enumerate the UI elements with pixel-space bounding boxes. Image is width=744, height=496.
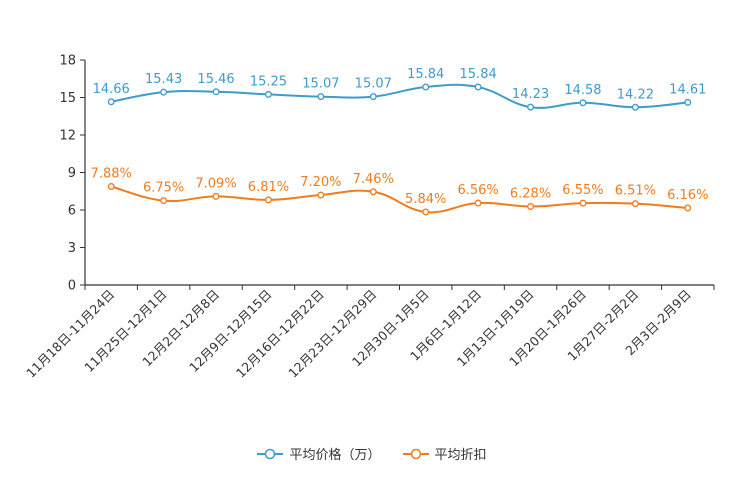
data-label: 7.20% xyxy=(300,175,341,190)
data-point xyxy=(212,88,220,96)
legend-line-marker-icon xyxy=(257,448,284,459)
legend-label-discount: 平均折扣 xyxy=(434,448,487,463)
data-label: 6.81% xyxy=(248,180,289,195)
data-point xyxy=(160,197,168,205)
legend-label-price: 平均价格（万） xyxy=(289,448,381,463)
data-label: 14.66 xyxy=(93,82,130,97)
data-point xyxy=(265,90,272,98)
data-point xyxy=(422,208,430,216)
data-label: 6.56% xyxy=(457,183,498,198)
data-point xyxy=(317,191,325,199)
y-tick-label: 12 xyxy=(59,129,76,144)
y-tick-label: 9 xyxy=(68,166,76,181)
data-point xyxy=(579,199,587,207)
data-label: 15.46 xyxy=(197,72,234,87)
data-label: 6.16% xyxy=(667,188,708,203)
data-point xyxy=(631,200,639,208)
data-point xyxy=(684,204,692,212)
series-line-price xyxy=(111,83,688,109)
data-point xyxy=(265,196,272,204)
data-point xyxy=(422,83,430,91)
data-point xyxy=(527,103,534,111)
data-point xyxy=(317,93,325,101)
data-label: 6.28% xyxy=(510,187,551,202)
data-label: 15.84 xyxy=(460,67,497,82)
data-label: 7.46% xyxy=(353,172,394,187)
data-point xyxy=(684,98,692,106)
data-label: 6.51% xyxy=(615,184,656,199)
x-tick-label: 12月23日-12月29日 xyxy=(285,287,379,381)
legend-item-discount[interactable]: 平均折扣 xyxy=(402,444,487,463)
x-tick-label: 12月16日-12月22日 xyxy=(233,287,327,381)
chart-legend: 平均价格（万） 平均折扣 xyxy=(0,444,744,463)
legend-line-marker-icon xyxy=(402,448,429,459)
data-point xyxy=(527,203,534,210)
data-label: 7.09% xyxy=(195,176,236,191)
data-label: 7.88% xyxy=(91,167,132,182)
data-point xyxy=(579,99,587,107)
data-label: 6.55% xyxy=(562,183,603,198)
data-point xyxy=(369,93,377,101)
y-tick-label: 0 xyxy=(68,279,76,294)
data-label: 6.75% xyxy=(143,181,184,196)
data-point xyxy=(107,183,115,190)
y-tick-label: 3 xyxy=(68,241,76,256)
line-chart: 036912151811月18日-11月24日11月25日-12月1日12月2日… xyxy=(23,54,715,381)
data-point xyxy=(107,98,115,106)
data-point xyxy=(212,192,220,200)
series-line-discount xyxy=(110,185,688,214)
data-label: 15.84 xyxy=(407,67,444,82)
data-point xyxy=(631,103,639,111)
y-tick-label: 6 xyxy=(68,204,76,219)
data-point xyxy=(474,83,482,91)
y-tick-label: 18 xyxy=(59,54,76,69)
data-point xyxy=(160,88,168,96)
data-label: 14.23 xyxy=(512,87,549,102)
data-point xyxy=(369,188,377,196)
data-point xyxy=(474,199,482,207)
data-label: 5.84% xyxy=(405,192,446,207)
data-label: 15.07 xyxy=(302,77,339,92)
y-tick-label: 15 xyxy=(59,91,76,106)
data-label: 14.61 xyxy=(669,82,706,97)
data-label: 15.25 xyxy=(250,74,287,89)
x-tick-label: 11月18日-11月24日 xyxy=(23,287,117,381)
legend-item-price[interactable]: 平均价格（万） xyxy=(257,444,381,463)
data-label: 15.43 xyxy=(145,72,182,87)
data-label: 15.07 xyxy=(355,77,392,92)
data-label: 14.58 xyxy=(564,83,601,98)
data-label: 14.22 xyxy=(617,87,654,102)
